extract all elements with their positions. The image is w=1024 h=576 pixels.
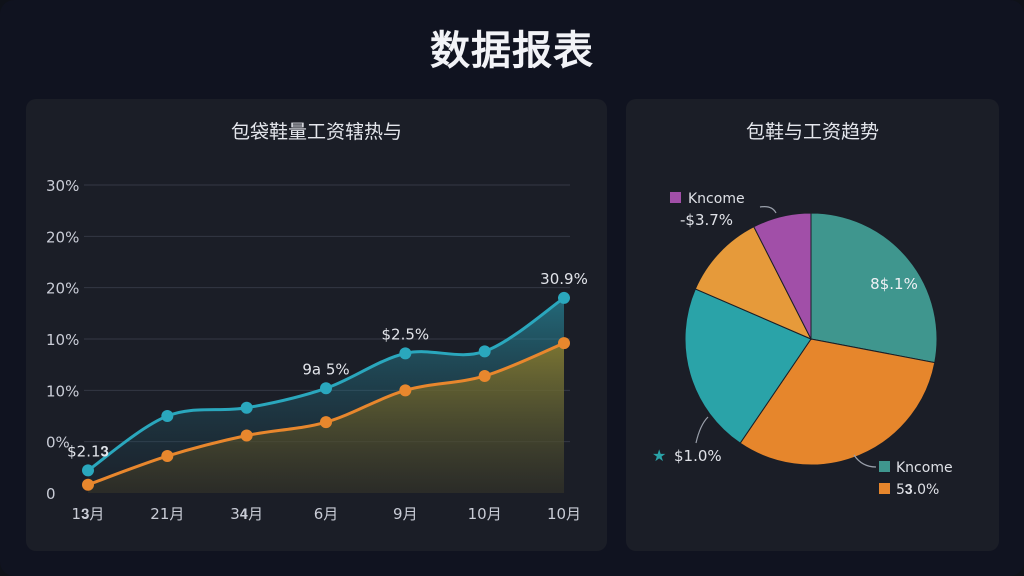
x-tick-label: 21月	[150, 505, 184, 523]
data-label: 9a 5%	[302, 360, 349, 378]
data-label: $2.5%	[382, 325, 430, 343]
y-tick-label: 10%	[46, 331, 79, 349]
data-label: $2.1𝟑	[67, 442, 109, 460]
data-point[interactable]	[240, 429, 253, 442]
y-tick-label: 0	[46, 485, 56, 503]
area-chart-panel: 包袋鞋量工资辖热与 30% 20% 20% 10% 10% 0% 0 1𝟑月 21月 3𝟒月 6月 9…	[26, 99, 607, 551]
pie-slice[interactable]	[810, 212, 938, 364]
pie-left-label: $1.0%	[674, 447, 722, 465]
data-point[interactable]	[320, 382, 332, 395]
star-marker: ★	[652, 446, 666, 465]
pie-chart-title: 包鞋与工资趋势	[745, 121, 879, 143]
legend-value: -$3.7%	[680, 211, 733, 229]
x-tick-label: 3𝟒月	[230, 505, 263, 523]
y-tick-label: 0%	[46, 434, 70, 452]
x-tick-label: 10月	[468, 505, 502, 523]
legend-swatch	[670, 192, 681, 203]
data-point[interactable]	[161, 410, 174, 422]
x-tick-label: 6月	[314, 505, 339, 523]
legend-label: Kncome	[688, 191, 745, 207]
data-point[interactable]	[399, 384, 412, 397]
data-point[interactable]	[240, 401, 253, 414]
x-tick-label: 1𝟑月	[72, 505, 105, 523]
data-point[interactable]	[558, 291, 570, 304]
pie-slice[interactable]	[684, 288, 812, 444]
data-point[interactable]	[161, 450, 174, 463]
pie-chart: 8$.1% Kncome -$3.7% ★ $1.0% Kncome 5𝟑.0%	[652, 191, 953, 498]
legend-swatch	[879, 483, 890, 494]
y-tick-label: 20%	[46, 280, 79, 298]
data-point[interactable]	[82, 478, 94, 491]
pie-chart-panel: 包鞋与工资趋势 8$.1% Kncome -$3.7% ★ $1.0% Kncome 5𝟑.…	[626, 99, 999, 551]
x-tick-label: 10月	[547, 505, 581, 523]
pie-slice[interactable]	[739, 338, 936, 466]
data-label: 30.9%	[540, 270, 588, 288]
page-title: 数据报表	[430, 28, 594, 74]
leader-line	[759, 206, 777, 214]
y-tick-label: 20%	[46, 228, 79, 246]
data-point[interactable]	[82, 464, 94, 477]
area-chart-title: 包袋鞋量工资辖热与	[230, 121, 402, 143]
data-point[interactable]	[478, 369, 491, 382]
legend-label: 5𝟑.0%	[896, 482, 939, 498]
pie-slice[interactable]	[753, 212, 812, 340]
leader-line	[853, 454, 877, 468]
y-tick-label: 10%	[46, 382, 79, 400]
data-point[interactable]	[399, 347, 412, 360]
pie-slice[interactable]	[694, 226, 813, 341]
leader-line	[695, 416, 709, 444]
data-point[interactable]	[320, 416, 332, 429]
pie-inner-label: 8$.1%	[870, 275, 918, 293]
x-tick-label: 9月	[393, 505, 418, 523]
legend-label: Kncome	[896, 460, 953, 476]
area-chart: 30% 20% 20% 10% 10% 0% 0 1𝟑月 21月 3𝟒月 6月 9月 10月 10月 $2.…	[46, 177, 588, 523]
data-point[interactable]	[558, 337, 570, 350]
series-area	[88, 343, 564, 493]
legend-swatch	[879, 461, 890, 472]
data-point[interactable]	[478, 345, 491, 358]
y-tick-label: 30%	[46, 177, 79, 195]
